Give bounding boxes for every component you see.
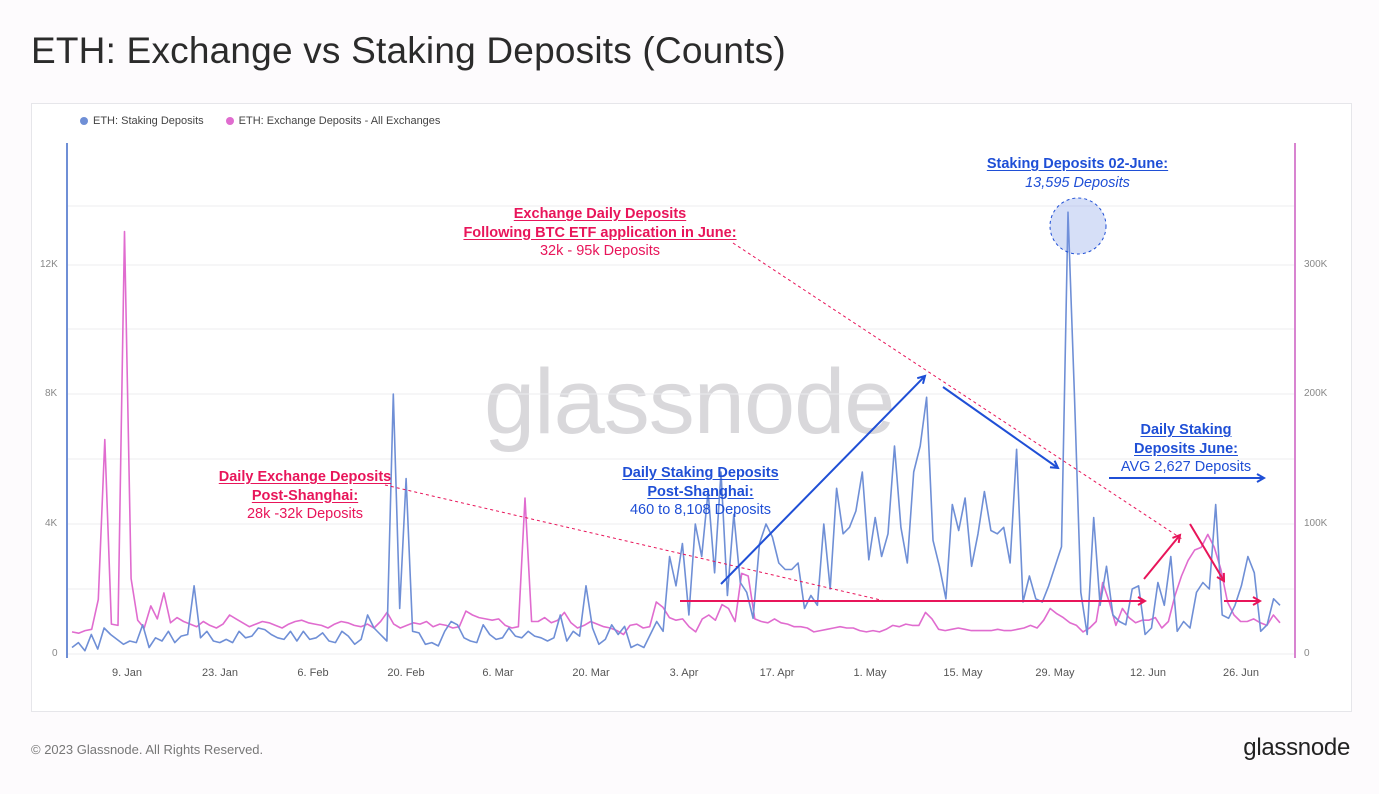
footer-copyright: © 2023 Glassnode. All Rights Reserved.: [31, 742, 264, 757]
y-left-tick: 8K: [45, 388, 58, 399]
legend-dot-icon: [225, 117, 234, 125]
chart-legend: ETH: Staking Deposits ETH: Exchange Depo…: [80, 115, 440, 127]
legend-item-exchange[interactable]: ETH: Exchange Deposits - All Exchanges: [225, 115, 441, 127]
annotation-exchange-post-shanghai: Daily Exchange Deposits Post-Shanghai: 2…: [218, 469, 392, 522]
x-tick: 12. Jun: [1129, 667, 1167, 679]
legend-dot-icon: [80, 117, 88, 125]
y-right-tick: 300K: [1304, 259, 1328, 270]
y-left-tick: 0: [52, 648, 58, 659]
x-tick: 17. Apr: [759, 667, 795, 679]
x-tick: 15. May: [943, 667, 983, 679]
x-tick: 20. Feb: [387, 667, 425, 679]
x-tick: 26. Jun: [1222, 667, 1260, 679]
y-left-tick: 4K: [45, 518, 58, 529]
annotation-exchange-june: Exchange Daily Deposits Following BTC ET…: [463, 206, 737, 259]
x-tick: 9. Jan: [112, 667, 142, 679]
legend-item-staking[interactable]: ETH: Staking Deposits: [80, 115, 204, 127]
x-tick: 1. May: [853, 667, 887, 679]
y-right-tick: 0: [1304, 648, 1310, 659]
x-tick: 6. Mar: [482, 667, 514, 679]
annotation-staking-june: Daily Staking Deposits June: AVG 2,627 D…: [1120, 422, 1252, 475]
annotation-staking-post-shanghai: Daily Staking Deposits Post-Shanghai: 46…: [622, 465, 779, 518]
x-tick: 20. Mar: [572, 667, 610, 679]
y-right-tick: 200K: [1304, 388, 1328, 399]
legend-label: ETH: Exchange Deposits - All Exchanges: [238, 115, 441, 127]
y-right-tick: 100K: [1304, 518, 1328, 529]
x-tick: 3. Apr: [669, 667, 699, 679]
y-left-tick: 12K: [40, 259, 58, 270]
chart-panel: [31, 103, 1352, 712]
x-tick: 29. May: [1035, 667, 1075, 679]
x-tick: 6. Feb: [297, 667, 329, 679]
watermark: glassnode: [484, 351, 895, 453]
x-tick: 23. Jan: [201, 667, 239, 679]
peak-highlight: [1049, 197, 1107, 255]
page-title: ETH: Exchange vs Staking Deposits (Count…: [31, 30, 786, 71]
footer-logo: glassnode: [1243, 734, 1350, 761]
legend-label: ETH: Staking Deposits: [93, 115, 204, 127]
annotation-staking-peak: Staking Deposits 02-June: 13,595 Deposit…: [986, 156, 1169, 191]
